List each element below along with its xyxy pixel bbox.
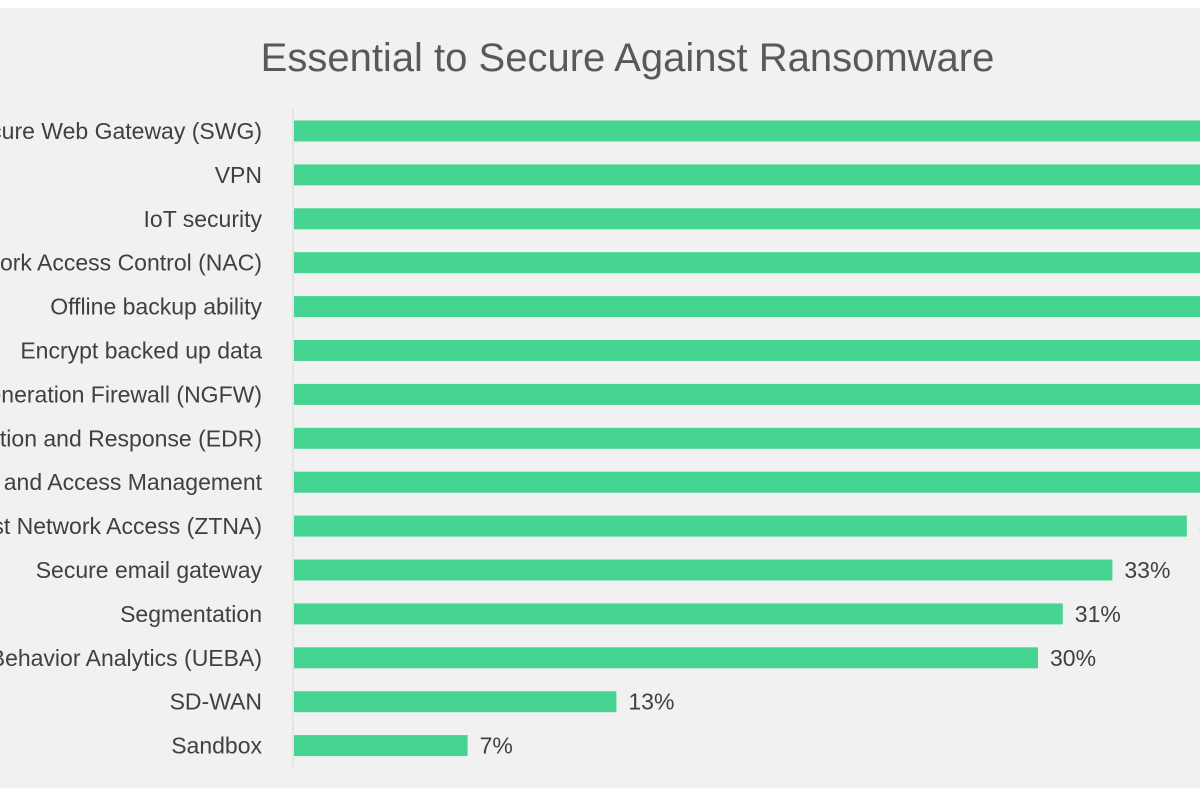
- data-label: 31%: [1075, 601, 1121, 627]
- data-label: 33%: [1124, 557, 1170, 583]
- category-label: Secure email gateway: [36, 557, 263, 583]
- data-label: 36%: [1199, 513, 1200, 539]
- category-label: Network Access Control (NAC): [0, 250, 262, 276]
- bar: [294, 691, 617, 713]
- category-label: SD-WAN: [170, 689, 262, 715]
- category-label: Next Generation Firewall (NGFW): [0, 381, 262, 407]
- bar: [294, 603, 1063, 625]
- bar: [294, 252, 1200, 274]
- category-label: Segmentation: [120, 601, 262, 627]
- bar: [294, 296, 1200, 318]
- category-label: User and Entity Behavior Analytics (UEBA…: [0, 645, 262, 671]
- category-label: Identity and Access Management: [0, 469, 263, 495]
- data-label: 30%: [1050, 645, 1096, 671]
- category-label: VPN: [215, 162, 262, 188]
- category-label: Sandbox: [171, 733, 262, 759]
- bar: [294, 427, 1200, 449]
- bar: [294, 647, 1038, 669]
- bar: [294, 515, 1187, 537]
- data-label: 7%: [480, 733, 513, 759]
- category-label: Zero Trust Network Access (ZTNA): [0, 513, 262, 539]
- category-label: Encrypt backed up data: [20, 338, 262, 364]
- bar: [294, 383, 1200, 405]
- bar: [294, 471, 1200, 493]
- bar: [294, 559, 1113, 581]
- data-label: 13%: [628, 689, 674, 715]
- bar: [294, 120, 1200, 142]
- category-label: IoT security: [144, 206, 263, 232]
- bar: [294, 208, 1200, 230]
- bar: [294, 340, 1200, 361]
- bar: [294, 735, 468, 757]
- chart-title: Essential to Secure Against Ransomware: [260, 36, 995, 80]
- category-label: Offline backup ability: [50, 294, 262, 320]
- bar: [294, 164, 1200, 186]
- category-label: Endpoint Detection and Response (EDR): [0, 425, 262, 451]
- category-label: Secure Web Gateway (SWG): [0, 118, 262, 144]
